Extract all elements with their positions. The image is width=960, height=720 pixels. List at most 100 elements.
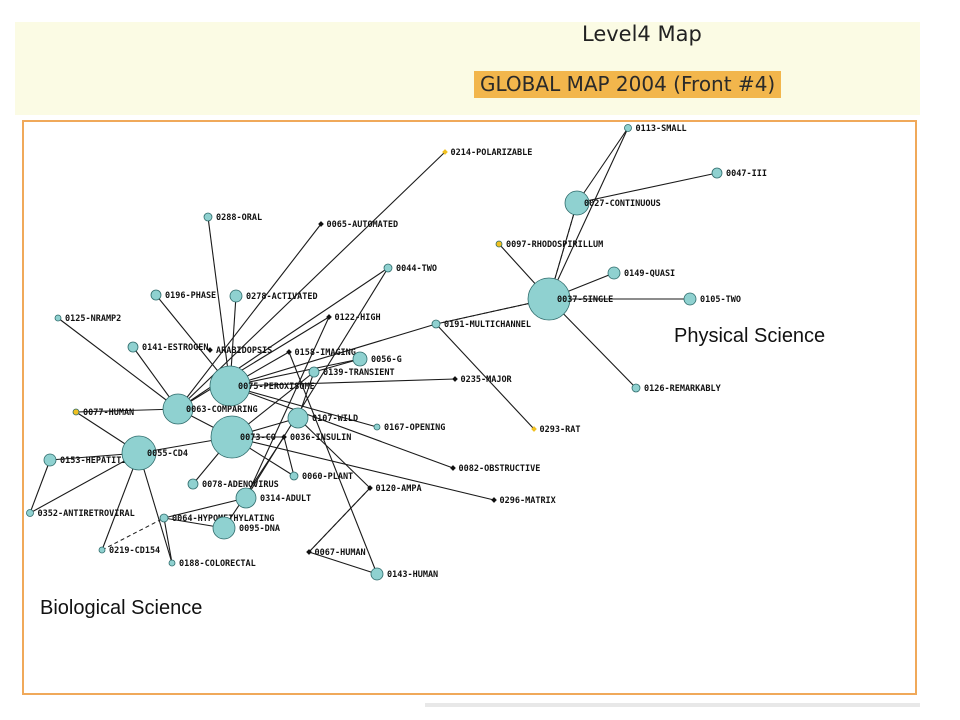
- node-label: 0056-G: [371, 355, 402, 365]
- node-label: 0073-CO: [240, 433, 276, 443]
- node-marker: [531, 426, 537, 432]
- node-n0078[interactable]: 0078-ADENOVIRUS: [187, 478, 279, 490]
- node-n0063[interactable]: 0063-COMPARING: [162, 393, 258, 425]
- edge-n0075-n0288: [207, 216, 231, 387]
- edge-n0191-n0293: [435, 323, 535, 430]
- node-label: 0055-CD4: [147, 449, 188, 459]
- edge-n0075-n0082: [229, 385, 454, 469]
- node-n0188[interactable]: 0188-COLORECTAL: [168, 559, 256, 569]
- node-n0196[interactable]: 0196-PHASE: [150, 289, 216, 301]
- region-label-physical-science: Physical Science: [674, 325, 826, 347]
- node-circle: [711, 167, 723, 179]
- node-marker: [491, 497, 497, 503]
- node-label: 0219-CD154: [109, 546, 160, 556]
- map-frame: 0113-SMALL 0047-III 0027-CONTINUOUS 0214-PO…: [22, 120, 917, 695]
- node-circle: [683, 292, 697, 306]
- node-circle: [212, 516, 236, 540]
- node-label: 0188-COLORECTAL: [179, 559, 256, 569]
- node-nArab[interactable]: ARABIDOPSIS: [207, 346, 272, 356]
- node-n0149[interactable]: 0149-QUASI: [607, 266, 675, 280]
- edge-n0191-n0075: [229, 323, 437, 387]
- node-circle: [373, 423, 381, 431]
- edge-n0075-n0235: [229, 378, 456, 387]
- edge-n0073-n0296: [231, 436, 495, 501]
- node-n0027[interactable]: 0027-CONTINUOUS: [564, 190, 661, 216]
- node-marker: [318, 221, 324, 227]
- node-circle: [26, 509, 34, 517]
- node-label: 0044-TWO: [396, 264, 437, 274]
- node-label: 0288-ORAL: [216, 213, 262, 223]
- edge-n0075-n0167: [229, 385, 378, 428]
- edge-n0063-n0065: [177, 223, 322, 410]
- header-banner: [15, 22, 920, 115]
- edge-n0063-n0122: [177, 316, 330, 410]
- node-label: 0060-PLANT: [302, 472, 353, 482]
- node-n0077[interactable]: 0077-HUMAN: [72, 408, 134, 418]
- node-circle: [495, 240, 503, 248]
- node-n0296[interactable]: 0296-MATRIX: [491, 496, 556, 506]
- node-label: 0037-SINGLE: [557, 295, 613, 305]
- node-marker: [450, 465, 456, 471]
- edge-n0063-n0125: [57, 317, 179, 410]
- node-label: 0077-HUMAN: [83, 408, 134, 418]
- dashed-edge-n0219-n0064: [101, 517, 165, 551]
- edge-n0095-n0036: [223, 436, 285, 529]
- node-label: 0125-NRAMP2: [65, 314, 121, 324]
- node-n0126[interactable]: 0126-REMARKABLY: [631, 383, 722, 394]
- edge-n0153-n0352: [29, 459, 51, 514]
- node-n0037[interactable]: 0037-SINGLE: [527, 277, 613, 321]
- node-label: 0158-IMAGING: [295, 348, 356, 358]
- node-n0082[interactable]: 0082-OBSTRUCTIVE: [450, 464, 540, 474]
- edge-n0063-n0214: [177, 151, 446, 410]
- node-label: 0149-QUASI: [624, 269, 675, 279]
- node-n0073[interactable]: 0073-CO: [210, 415, 276, 459]
- node-n0143[interactable]: 0143-HUMAN: [370, 567, 438, 581]
- node-label: 0097-RHODOSPIRILLUM: [506, 240, 603, 250]
- edge-n0064-n0188: [163, 517, 173, 564]
- node-n0167[interactable]: 0167-OPENING: [373, 423, 445, 433]
- node-n0075[interactable]: 0075-PEROXISOME: [209, 365, 315, 407]
- node-n0055[interactable]: 0055-CD4: [121, 435, 188, 471]
- node-label: 0139-TRANSIENT: [323, 368, 395, 378]
- node-circle: [43, 453, 57, 467]
- node-n0235[interactable]: 0235-MAJOR: [452, 375, 513, 385]
- node-label: 0314-ADULT: [260, 494, 311, 504]
- node-n0125[interactable]: 0125-NRAMP2: [54, 314, 121, 324]
- node-n0352[interactable]: 0352-ANTIRETROVIRAL: [26, 509, 135, 519]
- node-n0047[interactable]: 0047-III: [711, 167, 767, 179]
- node-n0044[interactable]: 0044-TWO: [383, 263, 437, 274]
- node-n0107[interactable]: 0107-WILD: [287, 407, 358, 429]
- node-marker: [306, 549, 312, 555]
- node-n0141[interactable]: 0141-ESTROGEN: [127, 341, 209, 353]
- node-n0036[interactable]: 0036-INSULIN: [281, 433, 351, 443]
- node-label: 0235-MAJOR: [461, 375, 513, 385]
- map-level-title: Level4 Map: [582, 22, 702, 46]
- node-n0122[interactable]: 0122-HIGH: [326, 313, 381, 323]
- node-circle: [370, 567, 384, 581]
- edge-n0063-n0077: [75, 408, 179, 413]
- edge-n0107-n0120: [297, 417, 371, 489]
- node-n0278[interactable]: 0278-ACTIVATED: [229, 289, 318, 303]
- node-n0158[interactable]: 0158-IMAGING: [286, 348, 356, 358]
- node-n0314[interactable]: 0314-ADULT: [235, 487, 311, 509]
- node-n0065[interactable]: 0065-AUTOMATED: [318, 220, 398, 230]
- node-label: 0126-REMARKABLY: [644, 384, 722, 394]
- node-n0139[interactable]: 0139-TRANSIENT: [308, 366, 395, 378]
- node-n0097[interactable]: 0097-RHODOSPIRILLUM: [495, 240, 603, 250]
- node-n0191[interactable]: 0191-MULTICHANNEL: [431, 319, 531, 330]
- node-n0060[interactable]: 0060-PLANT: [289, 471, 353, 482]
- node-n0288[interactable]: 0288-ORAL: [203, 212, 262, 223]
- node-n0105[interactable]: 0105-TWO: [683, 292, 741, 306]
- node-circle: [607, 266, 621, 280]
- node-n0214[interactable]: 0214-POLARIZABLE: [442, 148, 532, 158]
- node-n0120[interactable]: 0120-AMPA: [367, 484, 422, 494]
- node-n0056[interactable]: 0056-G: [352, 351, 402, 367]
- node-n0293[interactable]: 0293-RAT: [531, 425, 580, 435]
- node-n0219[interactable]: 0219-CD154: [98, 546, 160, 556]
- node-circle: [54, 314, 62, 322]
- node-n0067[interactable]: 0067-HUMAN: [306, 548, 366, 558]
- node-n0113[interactable]: 0113-SMALL: [624, 124, 687, 134]
- global-map-title: GLOBAL MAP 2004 (Front #4): [474, 71, 782, 98]
- node-n0095[interactable]: 0095-DNA: [212, 516, 280, 540]
- node-n0153[interactable]: 0153-HEPATITIS: [43, 453, 132, 467]
